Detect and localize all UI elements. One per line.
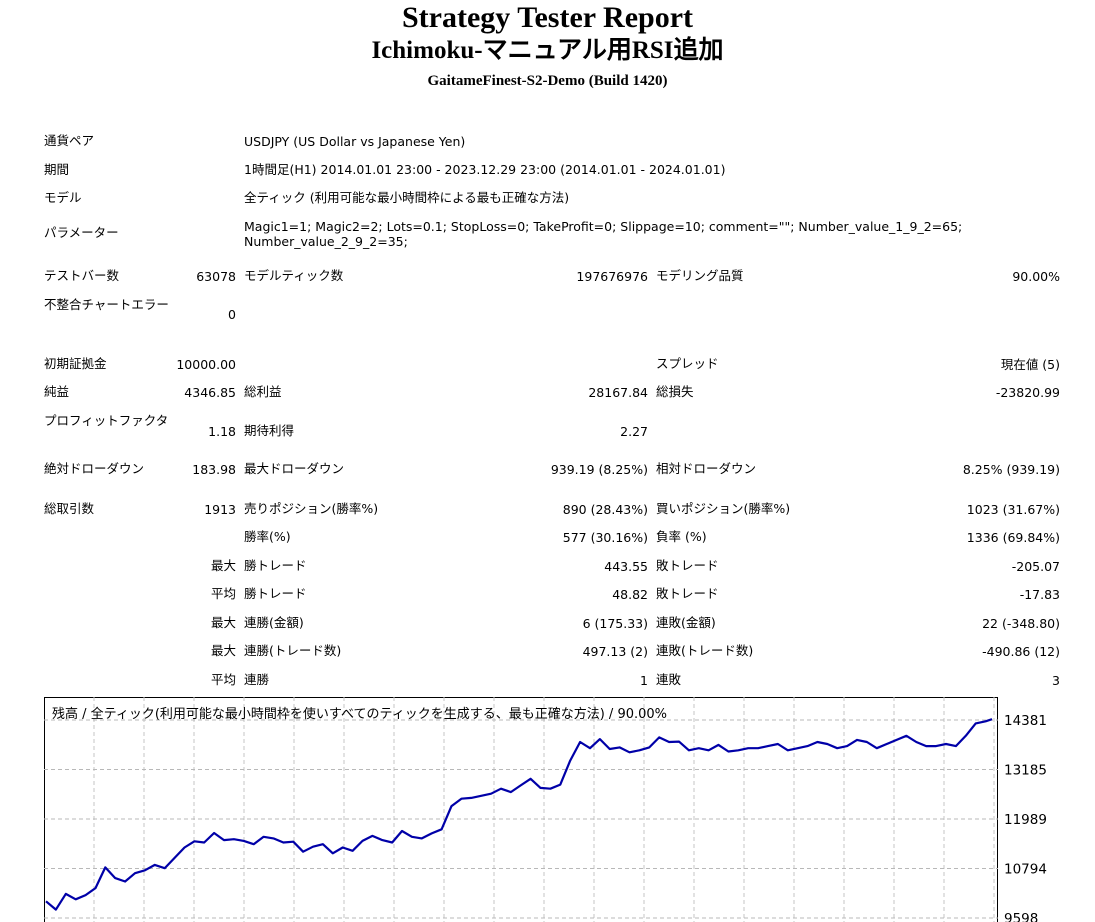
quality-label: モデリング品質 (656, 268, 744, 283)
model-value: 全ティック (利用可能な最小時間枠による最も正確な方法) (244, 190, 570, 205)
cons-loss-amount-label: 連敗(金額) (656, 615, 716, 630)
cons-loss-trades-value: -490.86 (12) (982, 644, 1060, 659)
period-label: 期間 (44, 162, 70, 177)
max-drawdown-label: 最大ドローダウン (244, 461, 345, 476)
net-label: 純益 (44, 384, 70, 399)
cons-win-trades-label: 連勝(トレード数) (244, 643, 342, 658)
win-rate-label: 勝率(%) (244, 529, 291, 544)
profit-factor-label: プロフィットファクタ (44, 413, 169, 428)
ticks-label: モデルティック数 (244, 268, 344, 283)
mismatch-value: 0 (228, 307, 236, 322)
abs-drawdown-value: 183.98 (192, 462, 236, 477)
cons-win-amount-label: 連勝(金額) (244, 615, 304, 630)
avg-cons-row-label: 平均 (210, 672, 236, 687)
spread-value: 現在値 (5) (1000, 357, 1060, 372)
avg-cons-win-label: 連勝 (244, 672, 270, 687)
avg-loss-label: 敗トレード (656, 586, 719, 601)
win-rate-value: 577 (30.16%) (562, 530, 648, 545)
gross-profit-label: 総利益 (244, 384, 282, 399)
params-value-line2: Number_value_2_9_2=35; (244, 234, 408, 249)
avg-loss-value: -17.83 (1019, 587, 1060, 602)
avg-cons-win-value: 1 (640, 673, 648, 688)
gross-profit-value: 28167.84 (588, 385, 648, 400)
deposit-value: 10000.00 (176, 357, 236, 372)
total-trades-value: 1913 (204, 502, 236, 517)
plot-frame (44, 697, 998, 922)
max-loss-value: -205.07 (1011, 559, 1060, 574)
gross-loss-label: 総損失 (656, 384, 694, 399)
mismatch-label: 不整合チャートエラー (44, 297, 169, 312)
max-row-label: 最大 (210, 558, 236, 573)
y-tick-label: 11989 (1004, 812, 1047, 828)
cons-loss-amount-value: 22 (-348.80) (982, 616, 1060, 631)
params-value-line1: Magic1=1; Magic2=2; Lots=0.1; StopLoss=0… (244, 219, 963, 234)
cons-win-trades-value: 497.13 (2) (582, 644, 648, 659)
expected-payoff-value: 2.27 (620, 424, 648, 439)
max-loss-label: 敗トレード (656, 558, 719, 573)
bars-label: テストバー数 (44, 268, 120, 283)
avg-cons-loss-value: 3 (1052, 673, 1060, 688)
deposit-label: 初期証拠金 (44, 356, 107, 371)
long-positions-label: 買いポジション(勝率%) (656, 501, 791, 516)
max-win-label: 勝トレード (244, 558, 307, 573)
short-positions-value: 890 (28.43%) (562, 502, 648, 517)
symbol-value: USDJPY (US Dollar vs Japanese Yen) (244, 134, 466, 149)
loss-rate-value: 1336 (69.84%) (966, 530, 1060, 545)
profit-factor-value: 1.18 (208, 424, 236, 439)
expected-payoff-label: 期待利得 (244, 423, 295, 438)
avg-row-label: 平均 (210, 586, 236, 601)
y-tick-label: 9598 (1004, 911, 1038, 922)
gross-loss-value: -23820.99 (995, 385, 1060, 400)
balance-chart-svg: 14381 13185 11989 10794 9598 残高 / 全ティック(利用可能… (44, 697, 1047, 922)
net-value: 4346.85 (184, 385, 236, 400)
rel-drawdown-label: 相対ドローダウン (656, 461, 757, 476)
quality-value: 90.00% (1012, 269, 1060, 284)
expert-name: Ichimoku-マニュアル用RSI追加 (371, 37, 724, 64)
ticks-value: 197676976 (576, 269, 648, 284)
avg-win-value: 48.82 (612, 587, 648, 602)
spread-label: スプレッド (656, 356, 719, 371)
loss-rate-label: 負率 (%) (656, 529, 707, 544)
params-label: パラメーター (44, 225, 119, 240)
rel-drawdown-value: 8.25% (939.19) (962, 462, 1060, 477)
cons-loss-trades-label: 連敗(トレード数) (656, 643, 754, 658)
horizontal-gridlines (44, 719, 998, 919)
abs-drawdown-label: 絶対ドローダウン (44, 461, 145, 476)
max-win-value: 443.55 (604, 559, 648, 574)
bars-value: 63078 (196, 269, 236, 284)
max-cons-amount-row-label: 最大 (210, 615, 236, 630)
server-build: GaitameFinest-S2-Demo (Build 1420) (427, 73, 668, 89)
y-tick-label: 14381 (1004, 713, 1047, 729)
avg-cons-loss-label: 連敗 (656, 672, 682, 687)
vertical-gridlines (93, 697, 995, 922)
short-positions-label: 売りポジション(勝率%) (244, 501, 379, 516)
chart-title: 残高 / 全ティック(利用可能な最小時間枠を使いすべてのティックを生成する、最も… (52, 706, 667, 722)
long-positions-value: 1023 (31.67%) (966, 502, 1060, 517)
max-cons-trades-row-label: 最大 (210, 643, 236, 658)
y-tick-label: 10794 (1004, 861, 1047, 877)
strategy-report: Strategy Tester Report Ichimoku-マニュアル用RS… (0, 0, 1095, 688)
balance-series-line (45, 718, 993, 911)
cons-win-amount-value: 6 (175.33) (582, 616, 648, 631)
report-title: Strategy Tester Report (401, 1, 694, 34)
max-drawdown-value: 939.19 (8.25%) (550, 462, 648, 477)
balance-chart: 14381 13185 11989 10794 9598 残高 / 全ティック(利用可能… (44, 697, 1053, 922)
y-tick-label: 13185 (1004, 763, 1047, 779)
model-label: モデル (44, 190, 82, 205)
avg-win-label: 勝トレード (244, 586, 307, 601)
period-value: 1時間足(H1) 2014.01.01 23:00 - 2023.12.29 2… (244, 162, 726, 177)
y-tick-labels: 14381 13185 11989 10794 9598 (1004, 713, 1047, 922)
symbol-label: 通貨ペア (44, 133, 95, 148)
total-trades-label: 総取引数 (44, 501, 95, 516)
